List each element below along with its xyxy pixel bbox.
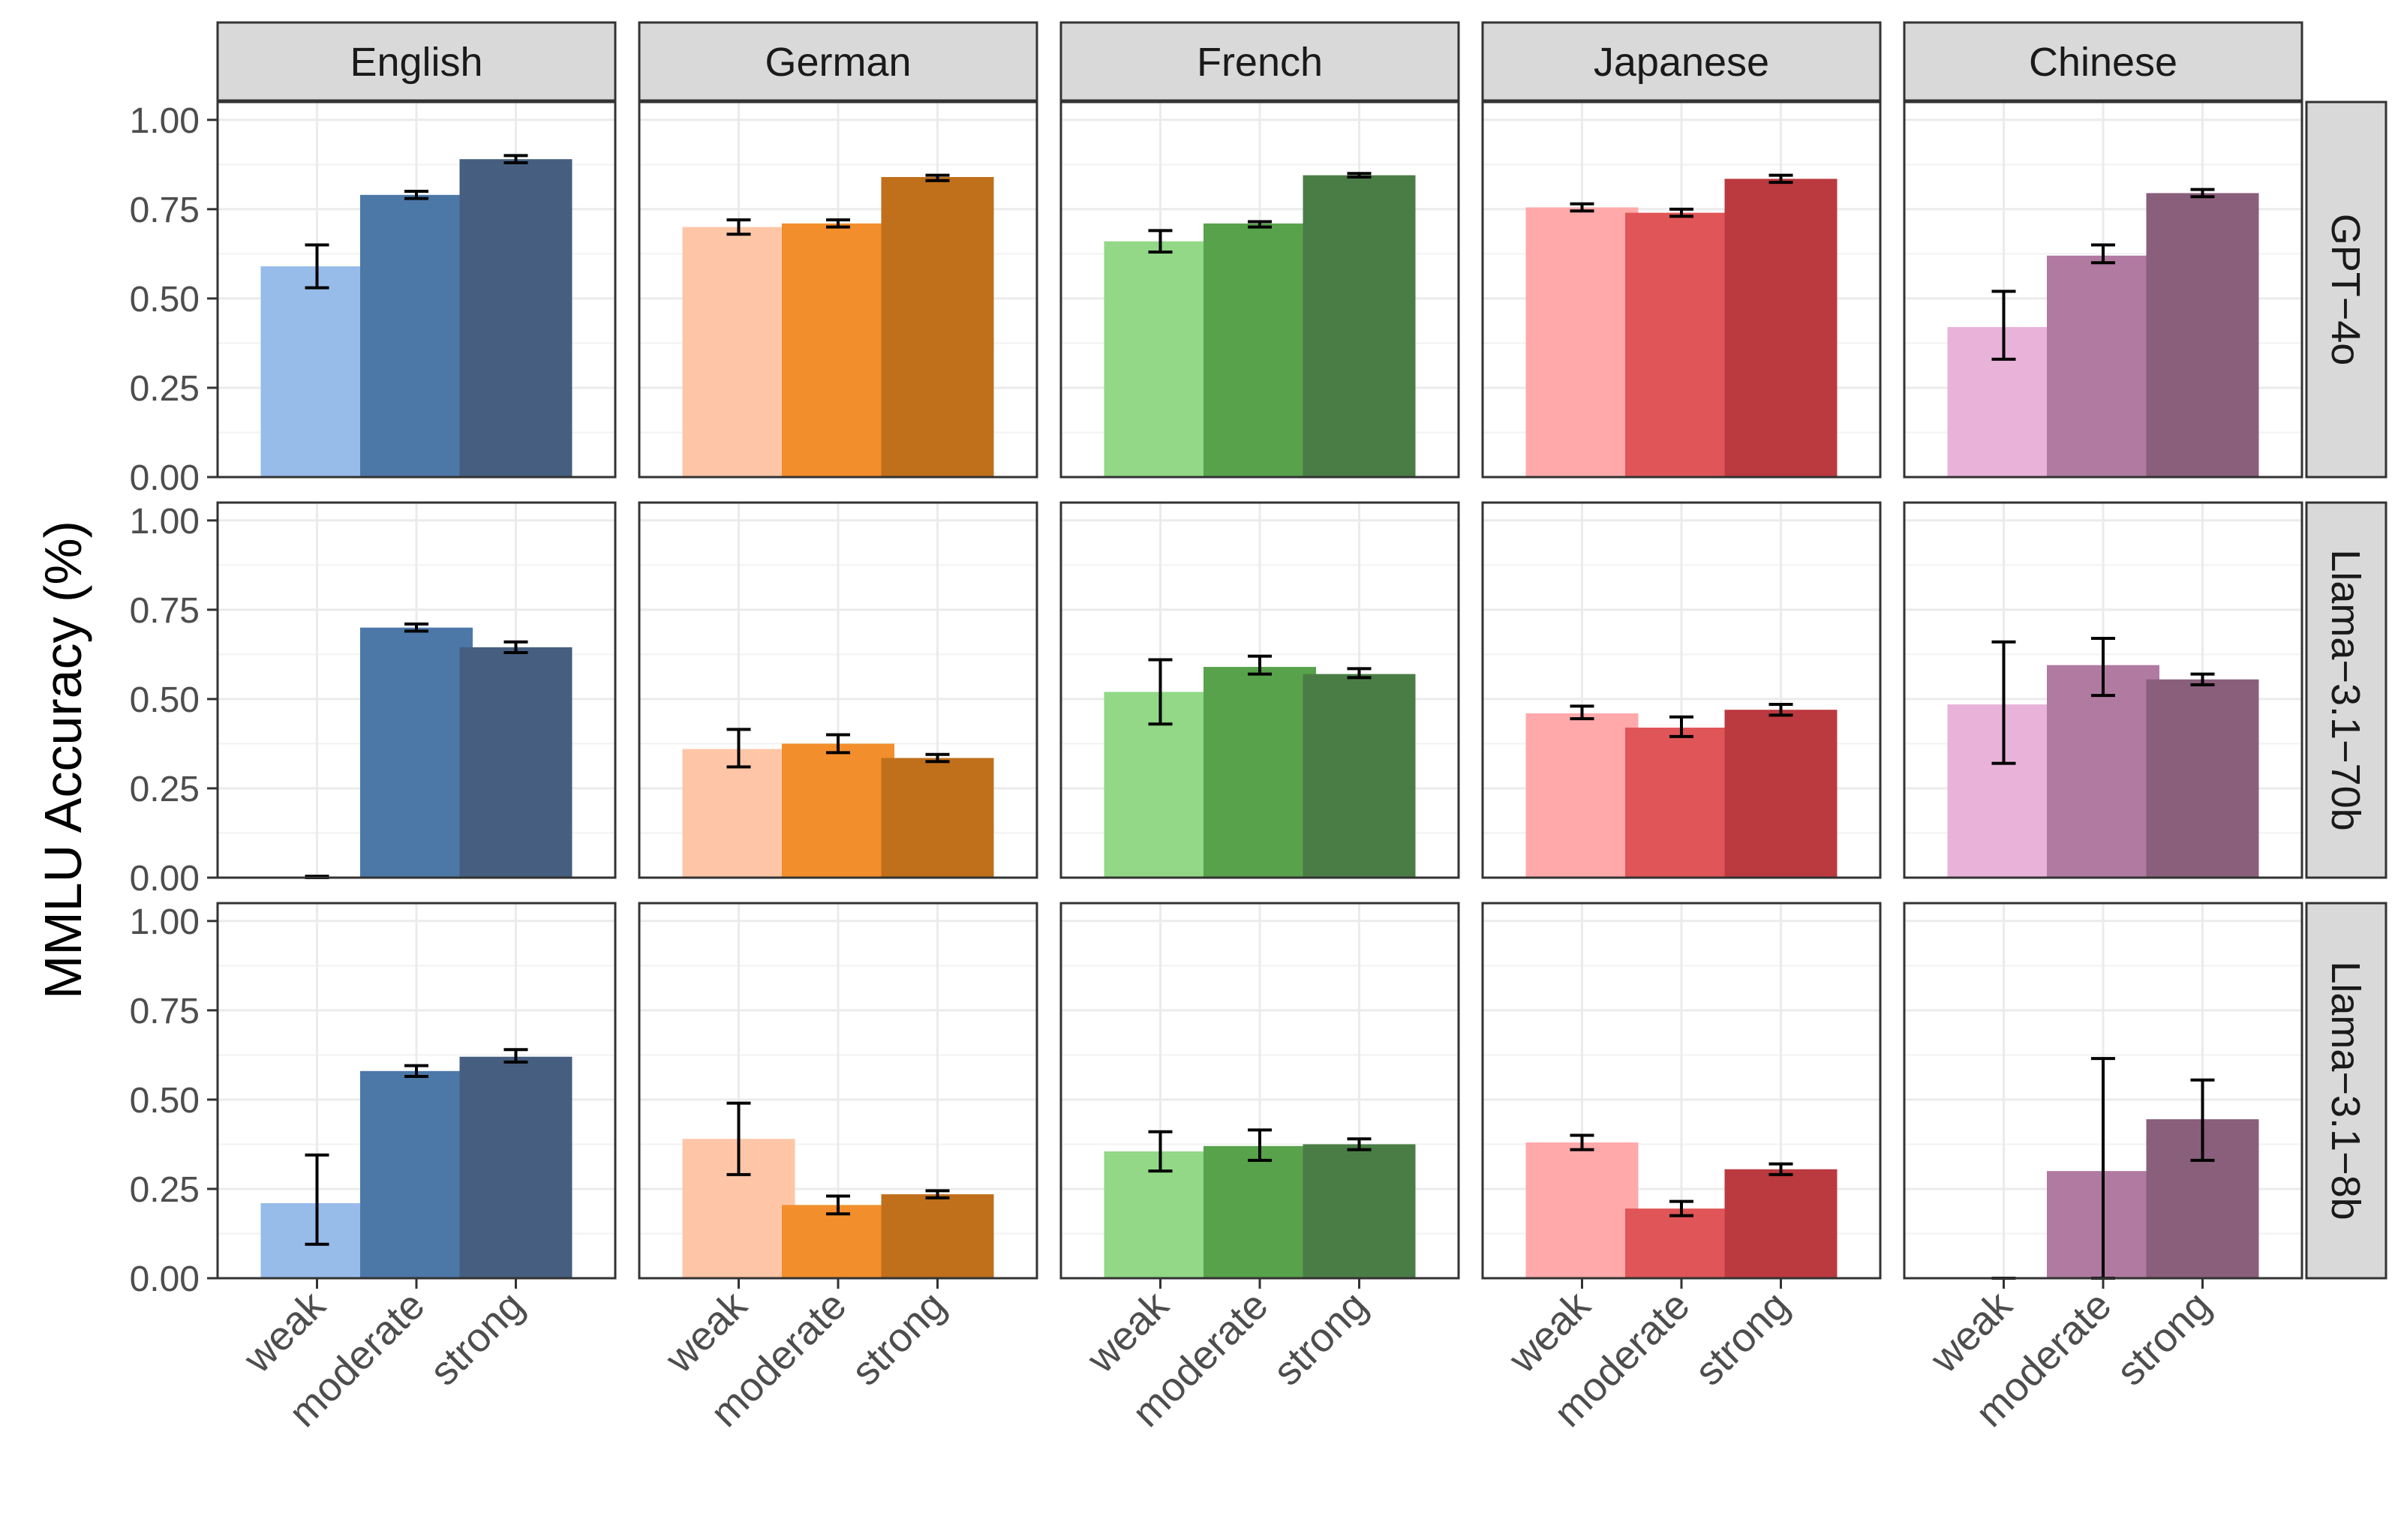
column-strip (1481, 21, 1882, 102)
bar-german-weak (682, 227, 795, 477)
bar-japanese-strong (1724, 179, 1838, 477)
y-tick-label: 0.75 (130, 992, 200, 1031)
bar-german-strong (881, 177, 994, 477)
bar-french-strong (1303, 175, 1416, 477)
bar-japanese-weak (1525, 207, 1639, 477)
row-label: Llama−3.1−70b (2323, 549, 2368, 830)
bar-french-moderate (1204, 667, 1316, 878)
bar-japanese-moderate (1625, 728, 1738, 878)
bar-english-strong (459, 1056, 572, 1278)
y-tick-label: 0.00 (130, 859, 200, 899)
row-label: Llama−3.1−8b (2323, 961, 2368, 1220)
y-tick-label: 0.00 (130, 458, 200, 498)
panel-border (1903, 101, 2303, 479)
panel-border (638, 101, 1038, 479)
bar-english-moderate (360, 194, 473, 477)
panel-border (1903, 501, 2303, 879)
column-strip (1059, 21, 1460, 102)
bar-french-weak (1104, 241, 1217, 477)
bar-japanese-moderate (1625, 1208, 1738, 1278)
bar-chinese-strong (2146, 193, 2259, 477)
y-tick-label: 1.00 (130, 502, 200, 542)
panel-border (216, 501, 617, 879)
bar-english-strong (459, 159, 572, 477)
row-strip (2305, 902, 2387, 1280)
bar-japanese-strong (1724, 1169, 1838, 1278)
column-strip (216, 21, 617, 102)
column-strip (638, 21, 1038, 102)
y-tick-label: 0.50 (130, 280, 200, 320)
row-strip (2305, 501, 2387, 879)
panel-border (1481, 101, 1882, 479)
bar-chinese-moderate (2047, 665, 2159, 878)
bar-english-moderate (360, 627, 473, 878)
panel-border (638, 501, 1038, 879)
panel-border (216, 101, 617, 479)
column-label-german: German (765, 40, 911, 85)
bar-german-strong (881, 758, 994, 878)
column-strip (1903, 21, 2303, 102)
panel-border (1481, 501, 1882, 879)
bar-chinese-strong (2146, 679, 2259, 878)
row-strip (2305, 101, 2387, 479)
x-tick-label-strong: strong (1264, 1283, 1376, 1394)
x-tick-label-strong: strong (2108, 1283, 2219, 1394)
row-label: GPT−4o (2323, 214, 2368, 366)
bar-german-weak (682, 749, 795, 878)
x-tick-label-strong: strong (1686, 1283, 1798, 1394)
bar-french-strong (1303, 1144, 1416, 1278)
x-tick-label-strong: strong (421, 1283, 533, 1394)
bar-chinese-moderate (2047, 255, 2159, 477)
column-label-japanese: Japanese (1594, 40, 1769, 85)
column-label-french: French (1197, 40, 1323, 85)
column-label-chinese: Chinese (2029, 40, 2177, 85)
panel-border (1059, 101, 1460, 479)
y-axis-title: MMLU Accuracy (%) (34, 521, 92, 999)
y-tick-label: 0.50 (130, 680, 200, 720)
bar-german-moderate (782, 1205, 894, 1278)
y-tick-label: 1.00 (130, 101, 200, 141)
bar-english-strong (459, 647, 572, 878)
y-tick-label: 0.25 (130, 770, 200, 809)
y-tick-label: 0.25 (130, 369, 200, 409)
bar-japanese-moderate (1625, 212, 1738, 477)
bar-french-strong (1303, 674, 1416, 878)
y-tick-label: 0.00 (130, 1259, 200, 1299)
bar-english-weak (260, 266, 374, 477)
bar-japanese-weak (1525, 713, 1639, 878)
bar-german-moderate (782, 223, 894, 477)
y-tick-label: 0.75 (130, 191, 200, 230)
y-tick-label: 0.50 (130, 1081, 200, 1121)
y-tick-label: 0.25 (130, 1170, 200, 1210)
bar-german-strong (881, 1194, 994, 1278)
bar-japanese-strong (1724, 710, 1838, 878)
x-tick-label-strong: strong (843, 1283, 954, 1394)
y-tick-label: 1.00 (130, 902, 200, 942)
column-label-english: English (350, 40, 482, 85)
panel-border (1059, 501, 1460, 879)
bar-english-moderate (360, 1070, 473, 1278)
bar-french-moderate (1204, 223, 1316, 477)
bar-japanese-weak (1525, 1142, 1639, 1278)
y-tick-label: 0.75 (130, 591, 200, 631)
bar-french-moderate (1204, 1145, 1316, 1278)
bar-german-moderate (782, 743, 894, 878)
